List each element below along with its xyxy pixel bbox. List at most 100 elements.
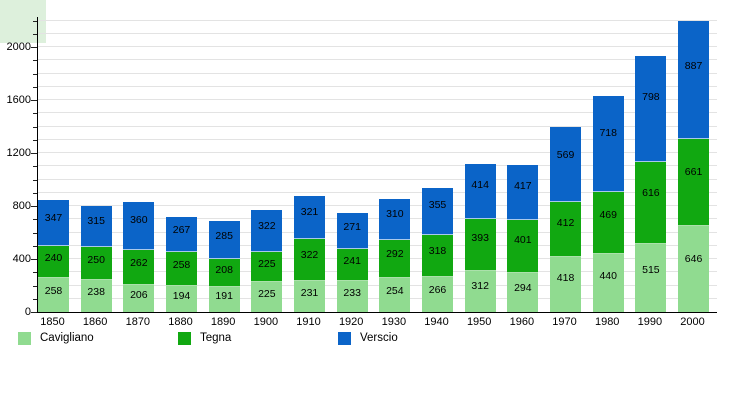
gridline-200 bbox=[38, 284, 717, 286]
segment-cavigliano-1960: 294 bbox=[507, 273, 539, 312]
segment-cavigliano-1930: 254 bbox=[379, 278, 411, 312]
value-label-tegna-1880: 258 bbox=[172, 259, 191, 272]
segment-tegna-1870: 262 bbox=[123, 250, 155, 285]
value-label-verscio-1930: 310 bbox=[386, 208, 404, 221]
value-label-cavigliano-1950: 312 bbox=[471, 280, 489, 293]
y-axis-tick-1800 bbox=[33, 73, 37, 75]
segment-tegna-1960: 401 bbox=[507, 219, 539, 274]
segment-tegna-1980: 469 bbox=[592, 191, 624, 254]
segment-verscio-1990: 798 bbox=[635, 56, 667, 163]
gridline-2100 bbox=[38, 32, 717, 34]
gridline-1500 bbox=[38, 112, 717, 114]
value-label-cavigliano-1990: 515 bbox=[642, 263, 660, 276]
x-axis-label-1880: 1880 bbox=[168, 316, 193, 328]
gridline-1900 bbox=[38, 59, 717, 61]
value-label-cavigliano-1910: 231 bbox=[300, 287, 319, 300]
value-label-cavigliano-1930: 254 bbox=[386, 285, 404, 298]
segment-tegna-1950: 393 bbox=[464, 218, 496, 271]
y-axis-label-400: 400 bbox=[12, 252, 31, 265]
y-axis-tick-2200 bbox=[33, 20, 37, 22]
legend-swatch-cavigliano bbox=[18, 332, 31, 345]
segment-tegna-1910: 322 bbox=[294, 238, 326, 282]
segment-verscio-1880: 267 bbox=[166, 216, 197, 253]
segment-cavigliano-1970: 418 bbox=[550, 256, 582, 312]
plot-area: 258 240 347 238 250 315 206 262 360 194 258 267 191 2… bbox=[37, 17, 717, 313]
legend-label-cavigliano: Cavigliano bbox=[40, 332, 94, 344]
value-label-tegna-1850: 240 bbox=[44, 252, 63, 265]
segment-cavigliano-2000: 646 bbox=[678, 226, 710, 312]
value-label-tegna-1920: 241 bbox=[343, 255, 361, 268]
bar-1890: 191 208 285 bbox=[208, 221, 240, 312]
gridline-2200 bbox=[38, 19, 717, 21]
x-axis-label-1900: 1900 bbox=[253, 316, 279, 328]
segment-cavigliano-1880: 194 bbox=[166, 286, 197, 312]
value-label-tegna-1860: 250 bbox=[87, 253, 105, 266]
segment-tegna-1890: 208 bbox=[208, 259, 240, 287]
gridline-300 bbox=[38, 271, 717, 273]
segment-cavigliano-1950: 312 bbox=[464, 270, 496, 312]
x-axis-label-1940: 1940 bbox=[424, 316, 449, 328]
segment-verscio-1960: 417 bbox=[507, 164, 539, 220]
value-label-tegna-1950: 393 bbox=[471, 232, 489, 245]
value-label-verscio-1850: 347 bbox=[44, 211, 63, 224]
y-axis-tick-100 bbox=[33, 298, 37, 300]
y-axis-label-1200: 1200 bbox=[6, 146, 31, 159]
x-axis-label-1960: 1960 bbox=[509, 316, 535, 328]
segment-tegna-1900: 225 bbox=[251, 252, 283, 283]
segment-cavigliano-1940: 266 bbox=[422, 276, 454, 312]
bar-1870: 206 262 360 bbox=[123, 202, 155, 312]
value-label-verscio-1990: 798 bbox=[642, 90, 660, 103]
y-axis-tick-1600 bbox=[31, 100, 37, 101]
y-axis-tick-800 bbox=[31, 206, 37, 207]
bar-1960: 294 401 417 bbox=[507, 164, 539, 312]
legend-label-verscio: Verscio bbox=[360, 332, 398, 344]
y-axis-label-0: 0 bbox=[24, 305, 31, 318]
gridline-1200 bbox=[38, 152, 717, 153]
corner-highlight-decor bbox=[0, 0, 46, 43]
gridline-100 bbox=[38, 297, 717, 299]
value-label-cavigliano-1940: 266 bbox=[428, 284, 447, 297]
segment-verscio-1970: 569 bbox=[550, 126, 582, 203]
gridline-900 bbox=[38, 191, 717, 193]
gridline-700 bbox=[38, 218, 717, 220]
segment-tegna-1970: 412 bbox=[550, 202, 582, 257]
bar-1880: 194 258 267 bbox=[166, 216, 197, 312]
y-axis-tick-400 bbox=[31, 259, 37, 260]
value-label-cavigliano-2000: 646 bbox=[684, 252, 703, 265]
value-label-cavigliano-1880: 194 bbox=[172, 290, 191, 303]
y-axis-tick-1900 bbox=[33, 60, 37, 62]
value-label-tegna-1960: 401 bbox=[514, 234, 532, 247]
y-axis-tick-2100 bbox=[33, 33, 37, 35]
value-label-cavigliano-1960: 294 bbox=[514, 281, 532, 294]
value-label-verscio-1900: 322 bbox=[258, 219, 276, 232]
value-label-tegna-1930: 292 bbox=[386, 248, 404, 261]
segment-verscio-2000: 887 bbox=[678, 21, 710, 139]
gridline-600 bbox=[38, 231, 717, 233]
value-label-tegna-1890: 208 bbox=[215, 263, 233, 276]
gridline-800 bbox=[38, 205, 717, 206]
bar-1910: 231 322 321 bbox=[294, 196, 326, 312]
x-axis-label-1950: 1950 bbox=[466, 316, 492, 328]
segment-tegna-1990: 616 bbox=[635, 162, 667, 244]
y-axis-tick-200 bbox=[33, 285, 37, 287]
x-axis-label-1990: 1990 bbox=[637, 316, 663, 328]
bar-1860: 238 250 315 bbox=[80, 205, 112, 312]
value-label-cavigliano-1850: 258 bbox=[44, 284, 63, 297]
value-label-cavigliano-1890: 191 bbox=[215, 290, 233, 303]
bar-1920: 233 241 271 bbox=[336, 213, 368, 312]
x-axis-label-1980: 1980 bbox=[594, 316, 620, 328]
bar-1930: 254 292 310 bbox=[379, 198, 411, 312]
segment-verscio-1930: 310 bbox=[379, 198, 411, 240]
gridline-1800 bbox=[38, 72, 717, 74]
value-label-verscio-1970: 569 bbox=[556, 149, 575, 162]
value-label-cavigliano-1920: 233 bbox=[343, 286, 361, 299]
segment-tegna-1940: 318 bbox=[422, 234, 454, 277]
segment-cavigliano-1980: 440 bbox=[592, 253, 624, 312]
gridline-500 bbox=[38, 244, 717, 246]
legend-swatch-verscio bbox=[338, 332, 351, 345]
segment-cavigliano-1910: 231 bbox=[294, 281, 326, 312]
value-label-tegna-1990: 616 bbox=[642, 187, 660, 200]
legend-item-cavigliano: Cavigliano bbox=[18, 331, 168, 345]
gridline-1400 bbox=[38, 125, 717, 127]
